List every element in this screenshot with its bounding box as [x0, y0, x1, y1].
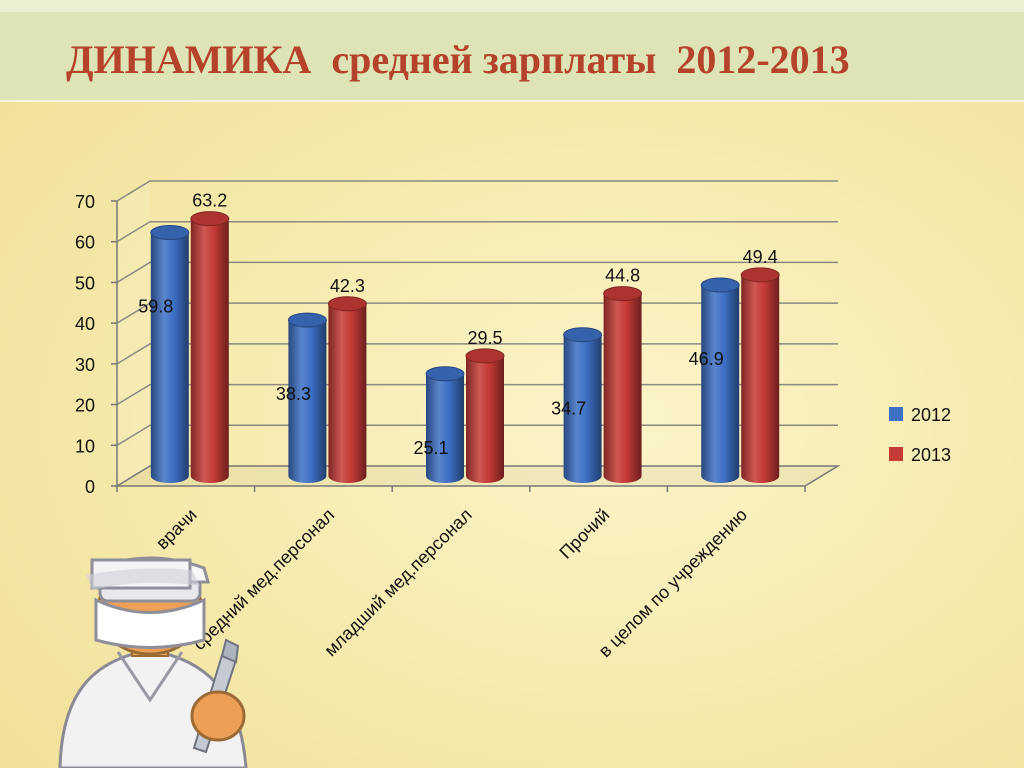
bar-top — [327, 296, 367, 312]
legend: 2012 2013 — [889, 405, 951, 465]
y-tick-label: 30 — [75, 355, 95, 375]
category-label-4: в целом по учреждению — [595, 505, 751, 661]
data-label-2013-2: 29.5 — [467, 328, 502, 348]
chart-bars — [150, 211, 780, 483]
data-labels: 59.8 63.2 38.3 42.3 25.1 29.5 34.7 44.8 46.9 49.4 — [138, 191, 777, 458]
bar-top — [425, 366, 465, 382]
bar-top — [740, 267, 780, 283]
bar-2013-1 — [327, 296, 367, 483]
data-label-2012-2: 25.1 — [413, 438, 448, 458]
bar-body — [563, 334, 602, 483]
bar-body — [701, 285, 740, 483]
doctor-with-scalpel-icon — [58, 556, 248, 768]
bar-2012-3 — [563, 327, 603, 483]
gridline — [116, 180, 838, 202]
data-label-2012-3: 34.7 — [551, 399, 586, 419]
legend-label-2012: 2012 — [911, 405, 951, 425]
category-label-3: Прочий — [555, 505, 613, 563]
data-label-2013-4: 49.4 — [743, 247, 778, 267]
bar-top — [150, 225, 190, 241]
y-tick-label: 10 — [75, 436, 95, 456]
bar-body — [150, 232, 189, 483]
bar-top — [465, 348, 505, 364]
bar-top — [603, 286, 643, 302]
legend-swatch-2012 — [889, 407, 903, 421]
data-label-2012-0: 59.8 — [138, 297, 173, 317]
bar-2013-2 — [465, 348, 505, 483]
bar-2012-1 — [287, 312, 327, 483]
y-tick-label: 20 — [75, 396, 95, 416]
data-label-2012-4: 46.9 — [689, 349, 724, 369]
y-tick-label: 40 — [75, 314, 95, 334]
data-label-2013-3: 44.8 — [605, 266, 640, 286]
bar-top — [287, 312, 327, 328]
category-label-0: врачи — [152, 505, 201, 554]
bar-body — [288, 320, 327, 483]
bar-body — [190, 218, 229, 483]
bar-2012-2 — [425, 366, 465, 483]
bar-body — [603, 293, 642, 483]
y-tick-label: 0 — [85, 477, 95, 497]
bar-2012-0 — [150, 225, 190, 483]
legend-swatch-2013 — [889, 447, 903, 461]
bar-top — [563, 327, 603, 343]
bar-top — [700, 277, 740, 293]
bar-2013-0 — [190, 211, 230, 483]
bar-body — [741, 274, 780, 483]
bar-2012-4 — [700, 277, 740, 483]
y-tick-label: 50 — [75, 273, 95, 293]
data-label-2012-1: 38.3 — [276, 384, 311, 404]
bar-body — [426, 373, 464, 483]
bar-2013-4 — [740, 267, 780, 483]
category-label-2: младший мед.персонал — [320, 505, 475, 660]
title-bar: ДИНАМИКА средней зарплаты 2012-2013 — [0, 0, 1024, 102]
bar-body — [328, 303, 367, 483]
bar-body — [466, 355, 504, 483]
gridline — [116, 220, 838, 243]
legend-label-2013: 2013 — [911, 445, 951, 465]
side-wall — [117, 181, 150, 486]
bar-2013-3 — [603, 286, 643, 483]
gridline — [116, 261, 838, 284]
y-tick-label: 70 — [75, 192, 95, 212]
title-bar-top-line — [0, 0, 1024, 12]
page-title: ДИНАМИКА средней зарплаты 2012-2013 — [66, 37, 850, 82]
data-label-2013-1: 42.3 — [330, 276, 365, 296]
y-tick-label: 60 — [75, 233, 95, 253]
y-axis-ticks: 0 10 20 30 40 50 60 70 — [75, 192, 806, 497]
bar-top — [190, 211, 230, 227]
category-label-1: средний мед.персонал — [189, 505, 338, 654]
data-label-2013-0: 63.2 — [192, 191, 227, 211]
